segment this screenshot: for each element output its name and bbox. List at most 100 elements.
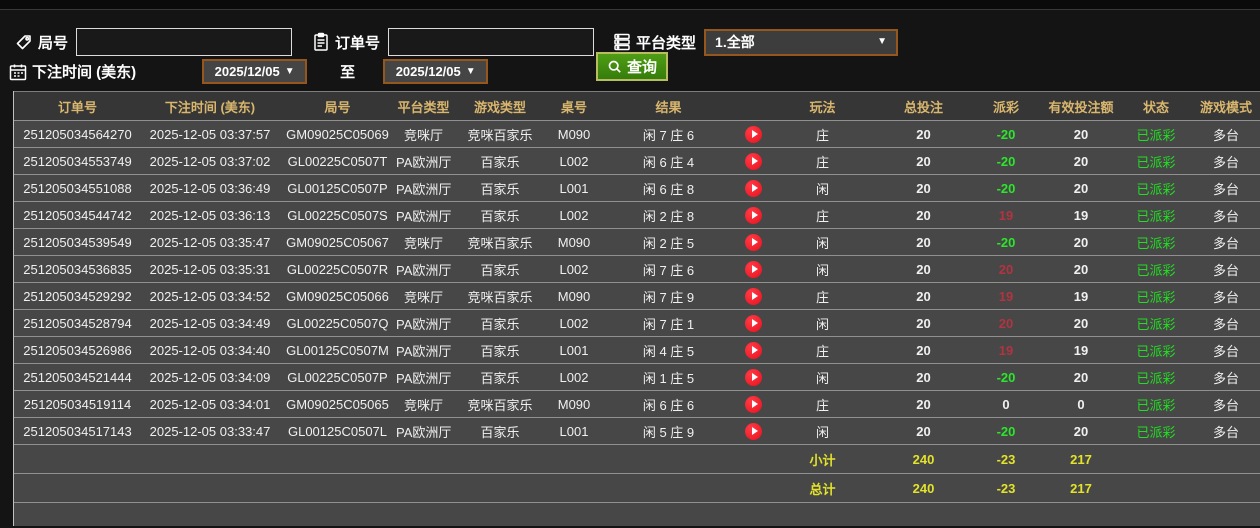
query-button[interactable]: 查询 <box>596 52 669 81</box>
order-input[interactable] <box>388 28 595 56</box>
play-video-icon[interactable] <box>745 368 762 386</box>
cell-payout: -20 <box>996 369 1016 385</box>
col-header-total-bet: 总投注 <box>903 99 943 115</box>
round-input[interactable] <box>76 28 293 56</box>
cell-valid-bet: 20 <box>1073 423 1089 439</box>
table-header: 订单号 下注时间 (美东) 局号 平台类型 游戏类型 桌号 结果 玩法 总投注 … <box>14 91 1260 121</box>
cell-bet-type: 庄 <box>815 154 829 170</box>
cell-game-type: 竞咪百家乐 <box>467 235 533 251</box>
play-video-icon[interactable] <box>745 125 762 143</box>
clipboard-icon <box>314 32 328 51</box>
cell-platform: 竞咪厅 <box>403 235 443 251</box>
cell-status: 已派彩 <box>1136 370 1176 386</box>
cell-order: 251205034553749 <box>23 153 132 169</box>
cell-round: GM09025C05069 <box>286 126 389 142</box>
grand-total-valid-bet: 217 <box>1070 480 1092 496</box>
platform-select[interactable]: 1.全部 ▼ <box>704 28 899 56</box>
play-video-icon[interactable] <box>745 179 762 197</box>
cell-total-bet: 20 <box>916 153 931 169</box>
cell-bet-time: 2025-12-05 03:34:49 <box>149 315 271 331</box>
table-row: 251205034529292 2025-12-05 03:34:52 GM09… <box>14 283 1260 310</box>
cell-game-type: 百家乐 <box>480 424 520 440</box>
cell-round: GL00225C0507R <box>286 261 389 277</box>
cell-game-mode: 多台 <box>1212 370 1239 386</box>
cell-order: 251205034528794 <box>23 315 132 331</box>
cell-payout: 20 <box>998 315 1014 331</box>
filter-bar: 局号 订单号 平台类型 1.全部 ▼ 下注时间 (美东) 2025/12/05 … <box>0 11 1260 91</box>
table-row: 251205034553749 2025-12-05 03:37:02 GL00… <box>14 148 1260 175</box>
table-row: 251205034517143 2025-12-05 03:33:47 GL00… <box>14 418 1260 445</box>
search-icon <box>608 60 621 73</box>
col-header-game-mode: 游戏模式 <box>1199 99 1252 115</box>
cell-result: 闲 6 庄 4 <box>642 154 695 170</box>
date-to-select[interactable]: 2025/12/05 ▼ <box>383 59 489 84</box>
subtotal-payout: -23 <box>996 451 1016 467</box>
play-video-icon[interactable] <box>745 233 762 251</box>
table-body: 251205034564270 2025-12-05 03:37:57 GM09… <box>14 121 1260 445</box>
cell-bet-type: 闲 <box>815 316 829 332</box>
cell-game-mode: 多台 <box>1212 127 1239 143</box>
cell-bet-time: 2025-12-05 03:34:01 <box>149 396 271 412</box>
col-header-payout: 派彩 <box>992 99 1019 115</box>
round-filter-label: 局号 <box>38 34 69 52</box>
date-from-select[interactable]: 2025/12/05 ▼ <box>202 59 308 84</box>
cell-bet-time: 2025-12-05 03:35:47 <box>149 234 271 250</box>
col-header-result: 结果 <box>655 99 682 115</box>
cell-game-type: 百家乐 <box>480 370 520 386</box>
cell-table: L002 <box>559 315 589 331</box>
cell-bet-time: 2025-12-05 03:34:40 <box>149 342 271 358</box>
cell-platform: 竞咪厅 <box>403 127 443 143</box>
cell-payout: 19 <box>998 288 1014 304</box>
play-video-icon[interactable] <box>745 260 762 278</box>
grand-total-total-bet: 240 <box>912 480 935 496</box>
play-video-icon[interactable] <box>745 341 762 359</box>
cell-total-bet: 20 <box>916 315 931 331</box>
cell-game-type: 竞咪百家乐 <box>467 127 533 143</box>
cell-payout: -20 <box>996 153 1016 169</box>
cell-game-mode: 多台 <box>1212 289 1239 305</box>
cell-total-bet: 20 <box>916 261 931 277</box>
play-video-icon[interactable] <box>745 422 762 440</box>
cell-bet-time: 2025-12-05 03:34:09 <box>149 369 271 385</box>
cell-payout: 19 <box>998 342 1014 358</box>
cell-valid-bet: 19 <box>1073 288 1089 304</box>
cell-round: GL00125C0507P <box>287 180 388 196</box>
records-table: 订单号 下注时间 (美东) 局号 平台类型 游戏类型 桌号 结果 玩法 总投注 … <box>13 91 1260 526</box>
cell-table: L002 <box>559 207 589 223</box>
table-row: 251205034536835 2025-12-05 03:35:31 GL00… <box>14 256 1260 283</box>
play-video-icon[interactable] <box>745 287 762 305</box>
cell-order: 251205034517143 <box>23 423 132 439</box>
cell-game-mode: 多台 <box>1212 316 1239 332</box>
cell-payout: -20 <box>996 126 1016 142</box>
play-video-icon[interactable] <box>745 314 762 332</box>
cell-payout: 20 <box>998 261 1014 277</box>
cell-bet-type: 闲 <box>815 262 829 278</box>
cell-game-type: 百家乐 <box>480 343 520 359</box>
cell-status: 已派彩 <box>1136 316 1176 332</box>
cell-total-bet: 20 <box>916 126 931 142</box>
cell-platform: PA欧洲厅 <box>396 208 452 224</box>
cell-round: GM09025C05065 <box>286 396 389 412</box>
play-video-icon[interactable] <box>745 206 762 224</box>
play-video-icon[interactable] <box>745 395 762 413</box>
cell-order: 251205034564270 <box>23 126 132 142</box>
subtotal-label: 小计 <box>809 452 836 468</box>
chevron-down-icon: ▼ <box>465 65 476 77</box>
cell-game-type: 百家乐 <box>480 262 520 278</box>
cell-result: 闲 7 庄 1 <box>642 316 695 332</box>
cell-order: 251205034539549 <box>23 234 132 250</box>
cell-valid-bet: 0 <box>1077 396 1085 412</box>
cell-bet-type: 庄 <box>815 343 829 359</box>
table-row: 251205034521444 2025-12-05 03:34:09 GL00… <box>14 364 1260 391</box>
cell-order: 251205034529292 <box>23 288 132 304</box>
cell-result: 闲 6 庄 8 <box>642 181 695 197</box>
platform-filter-label: 平台类型 <box>636 34 697 52</box>
cell-status: 已派彩 <box>1136 181 1176 197</box>
cell-total-bet: 20 <box>916 288 931 304</box>
cell-bet-type: 庄 <box>815 289 829 305</box>
col-header-bet-time: 下注时间 (美东) <box>164 99 256 115</box>
calendar-icon <box>9 64 27 80</box>
cell-bet-type: 庄 <box>815 208 829 224</box>
play-video-icon[interactable] <box>745 152 762 170</box>
cell-round: GM09025C05066 <box>286 288 389 304</box>
